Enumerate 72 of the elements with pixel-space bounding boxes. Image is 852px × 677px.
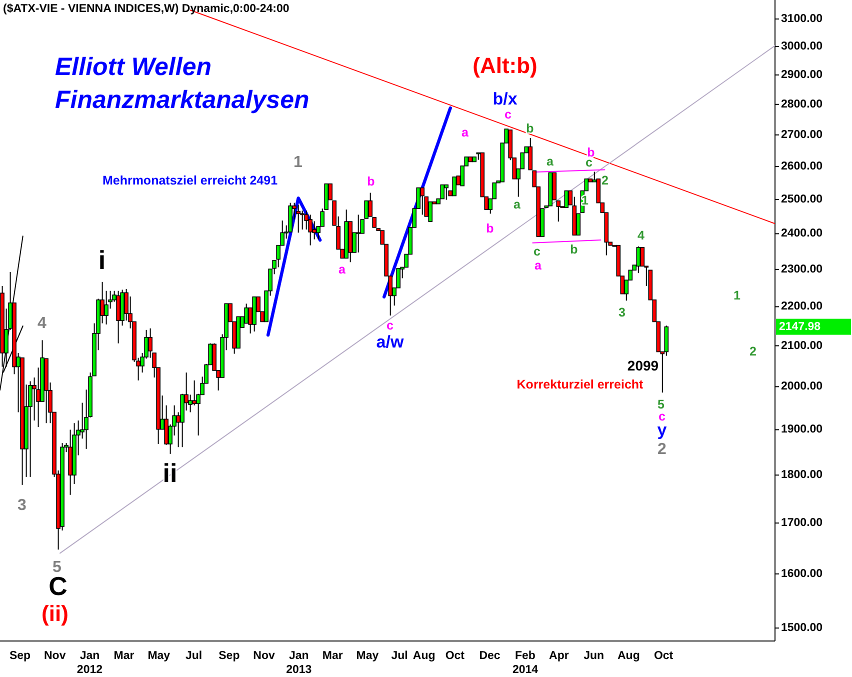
y-tick-label: 1500.00 [781,622,823,634]
x-tick-label: Apr [549,650,570,662]
x-tick-label: May [356,650,380,662]
x-tick-label: Feb 2014 [512,650,539,676]
x-tick-label: Mar [322,650,344,662]
x-tick-label: Dec [479,650,501,662]
x-tick-label: Nov [44,650,66,662]
annotation: a/w [376,332,404,352]
x-tick-label: Aug [618,650,640,662]
annotation: c [504,107,512,122]
annotation: b [526,121,534,136]
x-tick-label: Aug [412,650,436,662]
annotation: 4 [638,228,645,242]
y-tick-label: 2700.00 [781,128,823,141]
y-tick-label: 2600.00 [781,160,823,173]
annotation: ii [162,458,178,488]
annotation: 2 [602,173,609,188]
annotation: a [514,197,522,212]
annotation: Mehrmonatsziel erreicht 2491 [102,173,278,188]
annotation: b [367,174,376,188]
y-tick-label: 1900.00 [781,424,823,436]
annotation: c [386,318,394,332]
annotation: a [534,258,543,272]
y-tick-label: 2400.00 [781,228,823,240]
y-tick-label: 2800.00 [781,98,823,110]
annotation: b [570,242,578,256]
annotation: b/x [492,89,518,108]
text: 2147.98 [779,320,822,333]
y-tick-label: 3000.00 [781,40,823,53]
annotation: (ii) [42,600,68,626]
x-tick-label: Sep [218,650,240,662]
annotation: b [587,145,596,160]
x-tick-label: Mar [114,650,135,662]
annotation: a [462,125,470,140]
x-tick-label: Jul [391,650,408,662]
annotation: i [98,244,106,275]
y-tick-label: 1600.00 [781,568,823,580]
y-tick-label: 2100.00 [781,340,823,352]
y-tick-label: 1800.00 [781,469,823,482]
annotation: (Alt:b) [472,52,538,78]
annotation: Korrekturziel erreicht [516,377,644,392]
annotation: c [534,244,541,258]
y-tick-label: 2000.00 [781,380,823,393]
annotation: 2 [658,441,667,458]
annotation: 3 [618,305,626,320]
chart-title: ($ATX-VIE - VIENNA INDICES,W) Dynamic,0:00-24:00 [3,3,290,15]
text: Elliott Wellen Finanzmarktanalysen [55,53,310,114]
x-tick-label: May [148,650,171,662]
x-tick-label: Sep [9,650,31,662]
x-tick-label: Oct [445,650,465,662]
annotation: 3 [18,497,27,514]
x-tick-label: Jun [584,650,604,662]
annotation: a [546,154,555,168]
y-tick-label: 2200.00 [781,300,823,313]
annotation: 1 [294,154,303,172]
y-tick-label: 2500.00 [781,194,823,206]
x-tick-label: Oct [654,650,674,662]
annotation: a [338,262,347,276]
x-tick-label: Jan 2013 [286,650,312,676]
y-tick-label: 3100.00 [781,13,823,26]
y-tick-label: 2900.00 [781,68,823,81]
x-tick-label: Nov [253,650,276,662]
annotation: b [486,221,494,236]
annotation: 2 [750,344,757,358]
annotation: 5 [658,397,665,412]
annotation: 1 [734,288,741,302]
annotation: 4 [38,315,47,332]
y-tick-label: 1700.00 [781,517,823,530]
annotation: 2099 [627,358,659,374]
x-tick-label: Jan 2012 [76,650,103,676]
y-tick-label: 2300.00 [781,263,823,276]
x-tick-label: Jul [185,650,202,662]
